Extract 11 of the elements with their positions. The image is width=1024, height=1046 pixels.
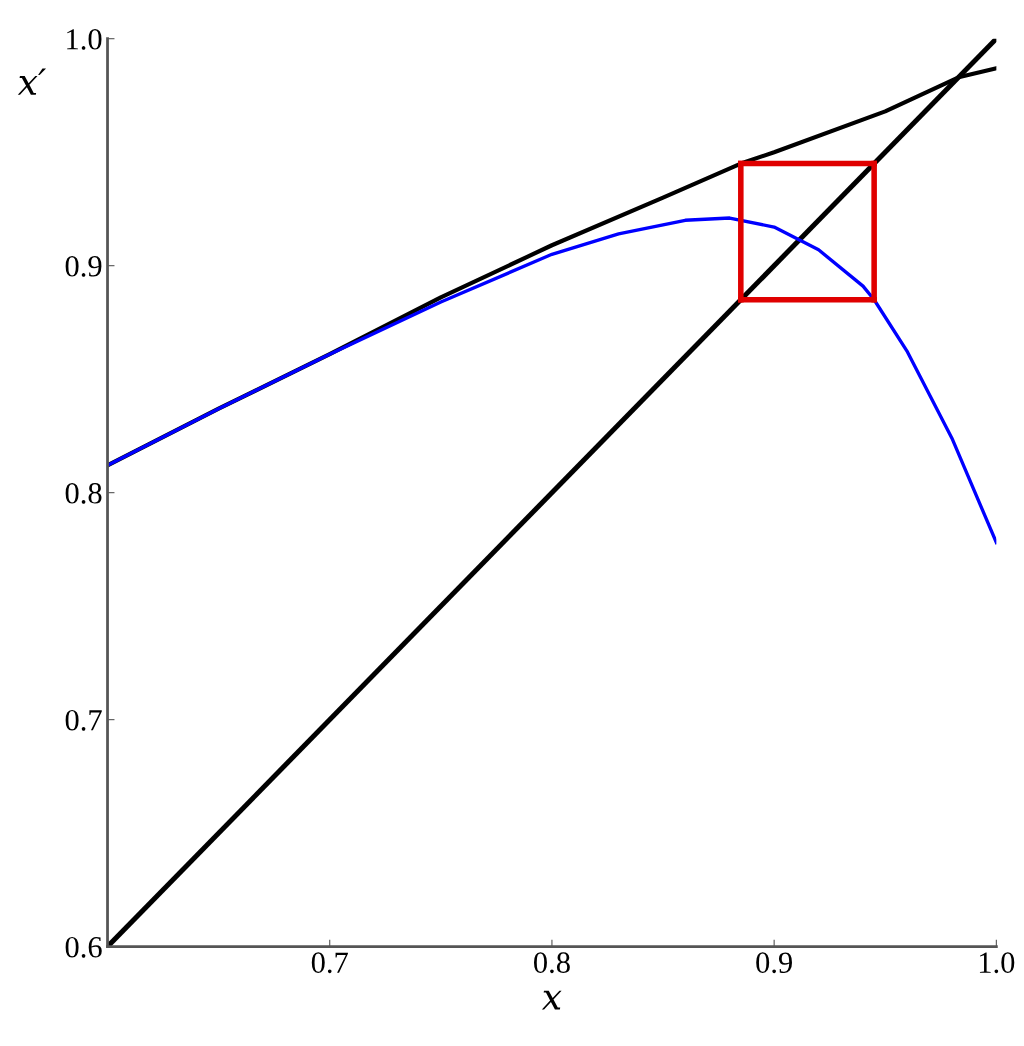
y-tick-label: 0.7 <box>65 709 102 731</box>
y-tick-label: 0.8 <box>65 482 102 504</box>
y-axis-title: x′ <box>17 68 47 95</box>
x-tick-label: 1.0 <box>979 952 1015 974</box>
x-tick-label: 0.8 <box>534 952 570 974</box>
x-tick-label: 0.7 <box>311 952 348 974</box>
y-tick-label: 0.6 <box>65 936 102 958</box>
x-axis-title: x <box>541 990 562 1010</box>
x-tick-label: 0.9 <box>756 952 792 974</box>
y-tick-label: 1.0 <box>67 28 102 50</box>
y-tick-label: 0.9 <box>65 255 102 277</box>
